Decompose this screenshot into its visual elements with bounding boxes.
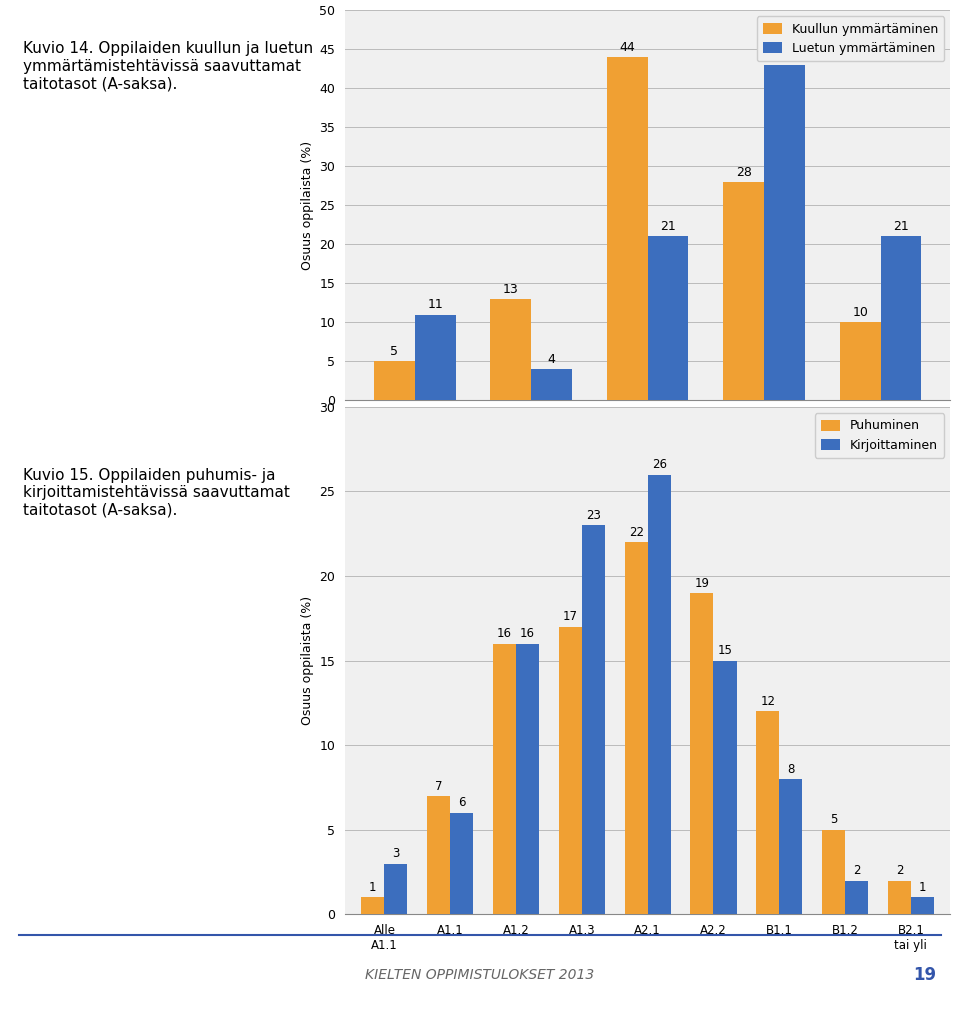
- Text: 21: 21: [893, 220, 909, 233]
- Text: KIELTEN OPPIMISTULOKSET 2013: KIELTEN OPPIMISTULOKSET 2013: [366, 969, 594, 983]
- Bar: [723, 182, 764, 401]
- Text: 23: 23: [586, 509, 601, 522]
- Text: 16: 16: [497, 628, 512, 641]
- Bar: [840, 322, 880, 401]
- Text: 6: 6: [458, 796, 466, 809]
- Bar: [713, 661, 736, 914]
- Text: 22: 22: [629, 526, 643, 539]
- Y-axis label: Osuus oppilaista (%): Osuus oppilaista (%): [300, 596, 314, 725]
- Bar: [361, 897, 384, 914]
- Text: 26: 26: [652, 458, 666, 471]
- Bar: [516, 644, 540, 914]
- Bar: [780, 779, 803, 914]
- Bar: [384, 864, 407, 914]
- Text: 44: 44: [619, 40, 636, 53]
- Bar: [690, 593, 713, 914]
- Text: 19: 19: [913, 967, 936, 985]
- Bar: [648, 236, 688, 401]
- Text: 3: 3: [393, 848, 399, 861]
- Bar: [415, 315, 456, 401]
- Text: 15: 15: [717, 645, 732, 657]
- Text: 10: 10: [852, 306, 868, 319]
- Bar: [491, 299, 531, 401]
- Text: 1: 1: [919, 881, 926, 894]
- Bar: [648, 474, 671, 914]
- Legend: Kuullun ymmärtäminen, Luetun ymmärtäminen: Kuullun ymmärtäminen, Luetun ymmärtämine…: [756, 16, 944, 62]
- Bar: [493, 644, 516, 914]
- Text: 43: 43: [777, 48, 792, 62]
- Bar: [756, 711, 780, 914]
- Text: 8: 8: [787, 763, 795, 776]
- Bar: [427, 796, 450, 914]
- Text: Kuvio 14. Oppilaiden kuullun ja luetun
ymmärtämistehtävissä saavuttamat
taitotas: Kuvio 14. Oppilaiden kuullun ja luetun y…: [23, 41, 313, 91]
- Bar: [607, 57, 648, 401]
- Text: 11: 11: [427, 299, 444, 312]
- Text: 4: 4: [547, 353, 556, 366]
- Text: 17: 17: [563, 610, 578, 624]
- Bar: [888, 881, 911, 914]
- Bar: [559, 627, 582, 914]
- Bar: [531, 369, 572, 401]
- Bar: [582, 526, 605, 914]
- Bar: [764, 65, 804, 401]
- Bar: [845, 881, 868, 914]
- Text: 1: 1: [370, 881, 376, 894]
- Bar: [880, 236, 922, 401]
- Bar: [625, 542, 648, 914]
- Bar: [450, 813, 473, 914]
- Text: 7: 7: [435, 780, 443, 792]
- Text: 13: 13: [503, 283, 518, 296]
- Legend: Puhuminen, Kirjoittaminen: Puhuminen, Kirjoittaminen: [815, 413, 944, 458]
- Text: 2: 2: [896, 864, 903, 877]
- Text: 21: 21: [660, 220, 676, 233]
- Text: 12: 12: [760, 695, 776, 708]
- Text: Kuvio 15. Oppilaiden puhumis- ja
kirjoittamistehtävissä saavuttamat
taitotasot (: Kuvio 15. Oppilaiden puhumis- ja kirjoit…: [23, 468, 290, 518]
- Text: 28: 28: [735, 165, 752, 179]
- Bar: [822, 829, 845, 914]
- Text: 5: 5: [391, 345, 398, 358]
- Text: 5: 5: [829, 813, 837, 826]
- Bar: [911, 897, 934, 914]
- Text: 19: 19: [694, 576, 709, 589]
- Y-axis label: Osuus oppilaista (%): Osuus oppilaista (%): [300, 140, 314, 269]
- Text: 16: 16: [520, 628, 535, 641]
- Bar: [374, 361, 415, 401]
- Text: 2: 2: [852, 864, 860, 877]
